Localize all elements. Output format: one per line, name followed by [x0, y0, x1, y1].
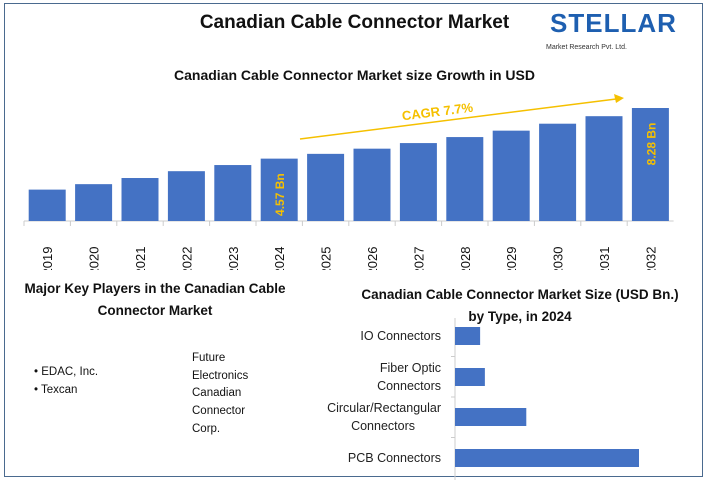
category-label-line: Fiber Optic: [379, 361, 441, 375]
bar-2022: [167, 171, 205, 221]
x-tick-label: 2028: [458, 247, 473, 270]
bar-2025: [307, 153, 345, 221]
x-tick-label: 2025: [319, 247, 334, 270]
data-label: 4.57 Bn: [273, 173, 287, 216]
players-title: Major Key Players in the Canadian Cable …: [24, 281, 286, 318]
bar-2020: [75, 184, 113, 221]
bar-2032: [631, 108, 669, 221]
category-label-line: Connectors: [351, 419, 415, 433]
player-item: Future: [192, 352, 226, 364]
x-tick-label: 2026: [365, 247, 380, 270]
logo-tagline: Market Research Pvt. Ltd.: [546, 44, 627, 51]
x-tick-label: 2029: [504, 247, 519, 270]
player-item: Electronics: [192, 369, 249, 382]
x-tick-label: 2031: [597, 247, 612, 270]
stellar-logo: STELLAR Market Research Pvt. Ltd.: [540, 8, 680, 56]
category-label-line: PCB Connectors: [347, 451, 441, 465]
x-tick-label: 2021: [133, 247, 148, 270]
bar-2028: [446, 137, 484, 221]
page-title: Canadian Cable Connector Market: [199, 12, 510, 33]
x-tick-label: 2032: [643, 247, 658, 270]
x-tick-label: 2019: [40, 247, 55, 270]
type-chart-title: Canadian Cable Connector Market Size (US…: [361, 287, 679, 324]
bar-IO Connectors: [455, 327, 481, 345]
category-label-line: Circular/Rectangular: [327, 401, 441, 415]
category-label-line: IO Connectors: [360, 329, 441, 343]
bar-Circular/Rectangular Connectors: [455, 408, 527, 426]
player-item: • EDAC, Inc.: [34, 366, 99, 378]
x-tick-label: 2022: [179, 247, 194, 270]
x-tick-label: 2024: [272, 247, 287, 270]
bar-2021: [121, 178, 159, 221]
bar-Fiber Optic Connectors: [455, 368, 485, 386]
x-tick-label: 2027: [411, 247, 426, 270]
bar-2030: [539, 123, 577, 221]
category-label-line: Connectors: [377, 379, 441, 393]
bar-2024: [260, 158, 298, 221]
data-label: 8.28 Bn: [644, 123, 658, 166]
growth-chart-title: Canadian Cable Connector Market size Gro…: [174, 67, 535, 83]
frame: [4, 3, 703, 477]
bar-2019: [28, 189, 66, 221]
bar-2031: [585, 116, 623, 221]
bar-2023: [214, 165, 252, 221]
arrow-head-icon: [614, 94, 624, 103]
logo-text: STELLAR: [550, 8, 677, 38]
player-item: Corp.: [192, 422, 221, 435]
cagr-arrow: [299, 98, 617, 140]
x-tick-label: 2030: [551, 247, 566, 270]
bar-2027: [399, 143, 437, 221]
player-item: • Texcan: [34, 384, 78, 396]
x-tick-label: 2023: [226, 247, 241, 270]
bar-PCB Connectors: [455, 449, 639, 467]
category-label: Fiber Optic Connectors: [377, 359, 441, 395]
bar-2029: [492, 130, 530, 221]
category-label: PCB Connectors: [348, 449, 441, 467]
category-label: Circular/Rectangular Connectors: [327, 399, 441, 435]
player-item: Connector: [192, 405, 246, 418]
bar-2026: [353, 148, 391, 221]
category-label: IO Connectors: [360, 327, 441, 345]
growth-bar-chart: 2019 2020 2021 2022 2023 2024 4.57 Bn 2025 2026 2…: [23, 94, 674, 270]
player-item: Canadian: [192, 387, 242, 400]
x-tick-label: 2020: [87, 247, 102, 270]
